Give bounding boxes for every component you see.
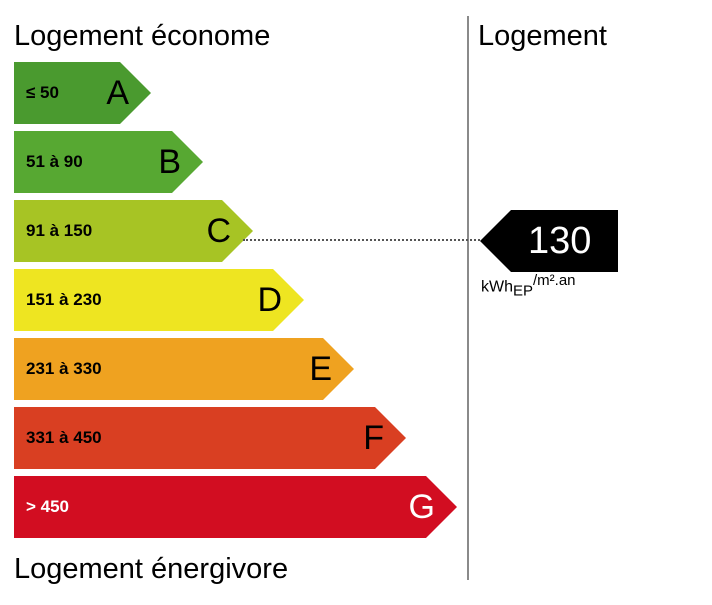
band-f: 331 à 450 F: [14, 407, 406, 469]
band-a: ≤ 50 A: [14, 62, 151, 124]
column-header-logement: Logement: [478, 20, 607, 52]
column-divider: [467, 16, 469, 580]
unit-prefix: kWh: [481, 278, 513, 296]
consumption-value-marker: 130: [480, 210, 618, 272]
band-c: 91 à 150 C: [14, 200, 253, 262]
band-d-range: 151 à 230: [26, 290, 102, 309]
unit-subscript: EP: [513, 282, 534, 300]
band-d-letter: D: [257, 281, 282, 319]
band-a-letter: A: [106, 74, 129, 112]
band-f-range: 331 à 450: [26, 428, 102, 447]
dotted-leader-line: [243, 239, 480, 241]
title-logement-econome: Logement économe: [14, 20, 271, 52]
band-g-letter: G: [408, 488, 435, 526]
band-b: 51 à 90 B: [14, 131, 203, 193]
band-b-range: 51 à 90: [26, 152, 83, 171]
band-g-range: > 450: [26, 497, 70, 516]
consumption-unit: kWhEP/m².an: [481, 272, 576, 300]
band-g: > 450 G: [14, 476, 457, 538]
band-f-letter: F: [363, 419, 384, 457]
band-c-range: 91 à 150: [26, 221, 93, 240]
band-e-letter: E: [309, 350, 332, 388]
band-e-range: 231 à 330: [26, 359, 102, 378]
title-logement-energivore: Logement énergivore: [14, 553, 289, 585]
band-c-letter: C: [206, 212, 231, 250]
band-d: 151 à 230 D: [14, 269, 304, 331]
band-b-letter: B: [158, 143, 181, 181]
unit-suffix: /m².an: [533, 272, 576, 289]
consumption-value: 130: [528, 220, 592, 262]
band-a-range: ≤ 50: [26, 83, 59, 102]
band-e: 231 à 330 E: [14, 338, 354, 400]
